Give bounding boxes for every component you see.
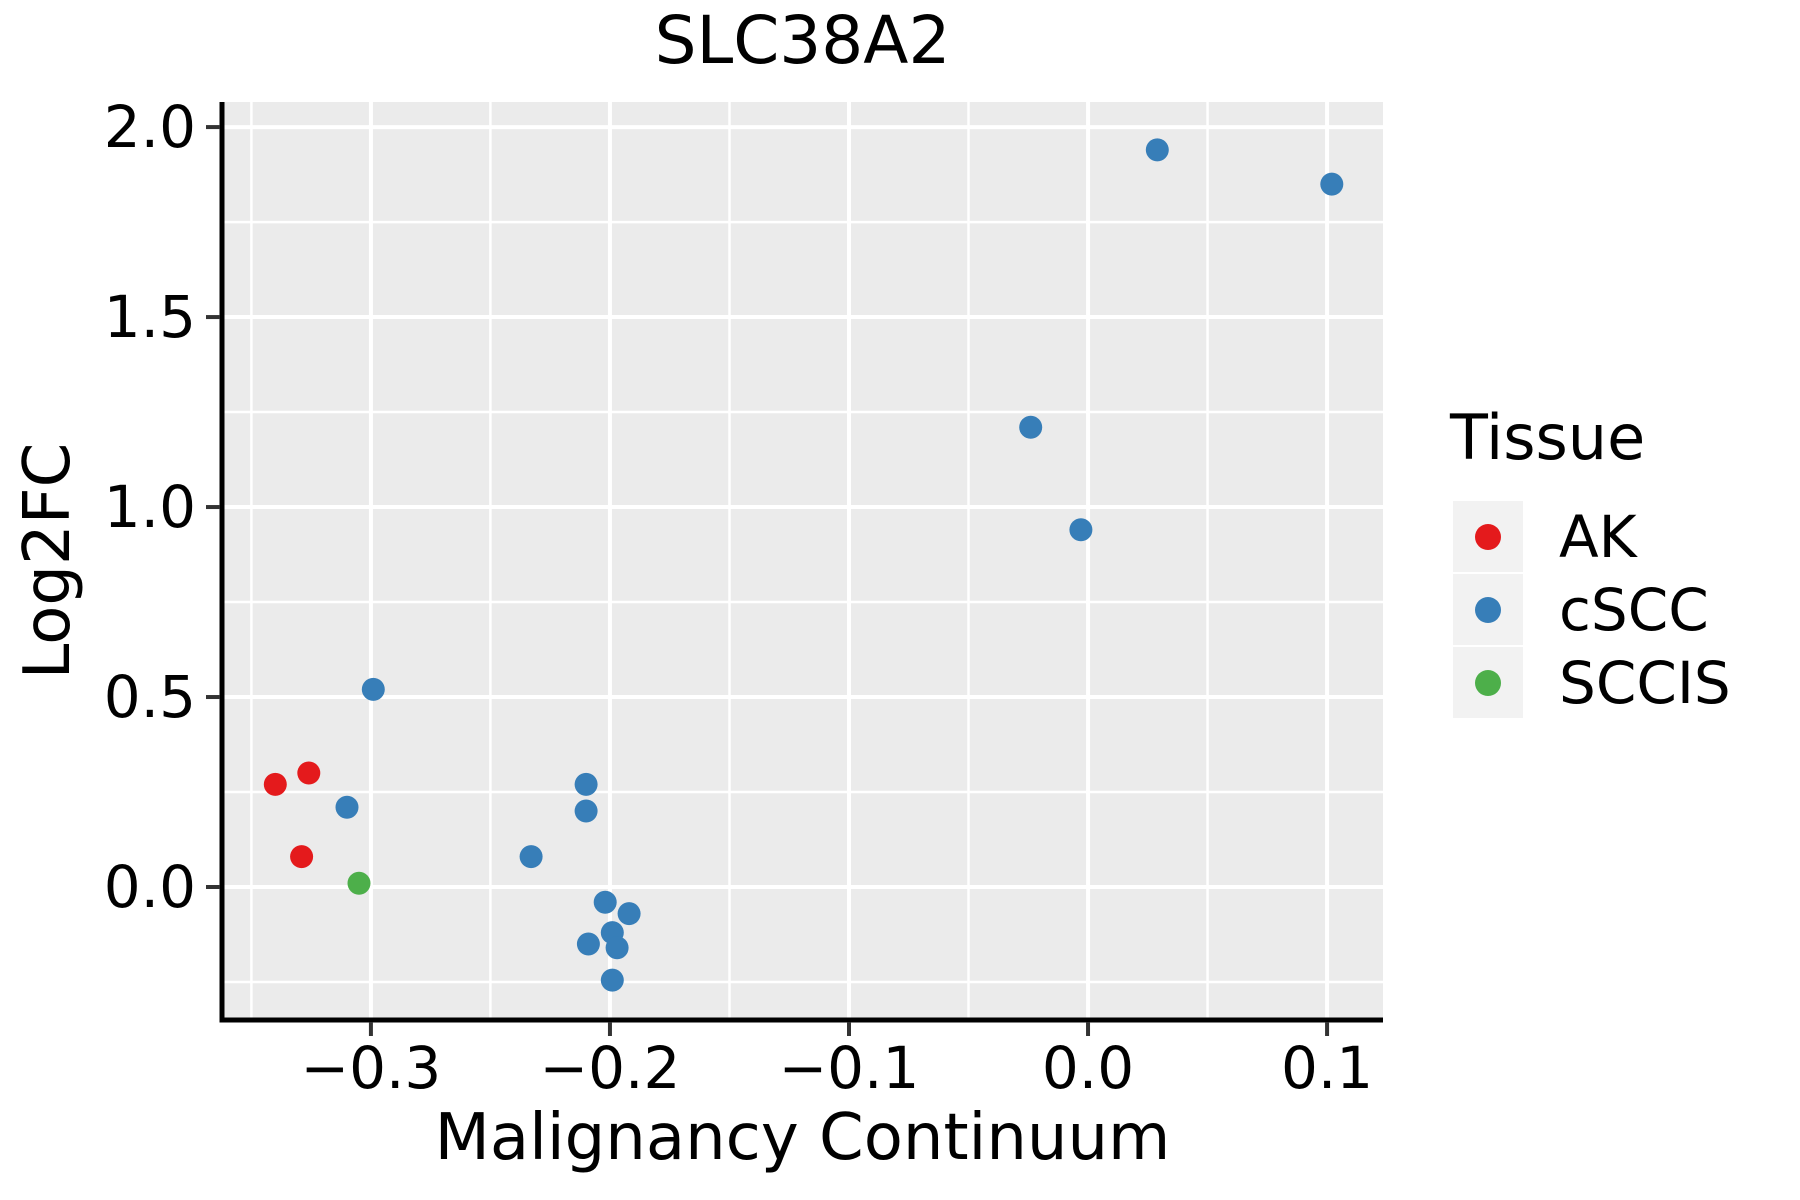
y-tick-label: 1.5: [104, 283, 196, 351]
legend-key: [1453, 647, 1523, 719]
data-point: [297, 761, 321, 785]
data-point: [290, 845, 314, 869]
y-tick-label: 2.0: [104, 93, 196, 161]
legend-item-label: AK: [1559, 502, 1637, 571]
x-tick-label: 0.1: [1281, 1034, 1373, 1102]
y-tick-label: 0.5: [104, 663, 196, 731]
x-axis-title: Malignancy Continuum: [434, 1101, 1171, 1175]
data-point: [593, 890, 617, 914]
legend-dot-icon: [1475, 596, 1501, 623]
panel-background: [222, 102, 1383, 1020]
data-point: [335, 795, 359, 819]
data-point: [617, 902, 641, 926]
data-point: [574, 799, 598, 823]
data-point: [605, 936, 629, 960]
data-point: [1145, 138, 1169, 162]
data-point: [347, 871, 371, 895]
legend-title: Tissue: [1450, 401, 1646, 474]
legend-dot-icon: [1475, 523, 1501, 550]
legend-item-label: cSCC: [1559, 575, 1709, 644]
data-point: [576, 932, 600, 956]
legend-key: [1453, 574, 1523, 646]
legend-key: [1453, 501, 1523, 573]
y-tick-label: 0.0: [104, 853, 196, 921]
legend-item-sccis: SCCIS: [1453, 647, 1731, 719]
data-point: [600, 968, 624, 992]
legend: Tissue AK cSCC SCCIS: [1450, 402, 1731, 720]
data-point: [1019, 415, 1043, 439]
plot-title: SLC38A2: [654, 2, 951, 79]
data-point: [1069, 518, 1093, 542]
data-point: [574, 772, 598, 796]
y-tick-label: 1.0: [104, 473, 196, 541]
data-point: [361, 677, 385, 701]
x-tick-label: −0.2: [540, 1034, 681, 1102]
legend-items: AK cSCC SCCIS: [1450, 501, 1731, 719]
data-point: [263, 772, 287, 796]
x-tick-label: −0.1: [779, 1034, 920, 1102]
x-tick-label: −0.3: [300, 1034, 441, 1102]
data-point: [1320, 172, 1344, 196]
legend-item-label: SCCIS: [1559, 648, 1731, 717]
y-axis-title: Log2FC: [11, 442, 85, 680]
data-point: [519, 845, 543, 869]
legend-item-cscc: cSCC: [1453, 574, 1731, 646]
legend-item-ak: AK: [1453, 501, 1731, 573]
legend-dot-icon: [1475, 669, 1501, 696]
x-tick-label: 0.0: [1042, 1034, 1134, 1102]
